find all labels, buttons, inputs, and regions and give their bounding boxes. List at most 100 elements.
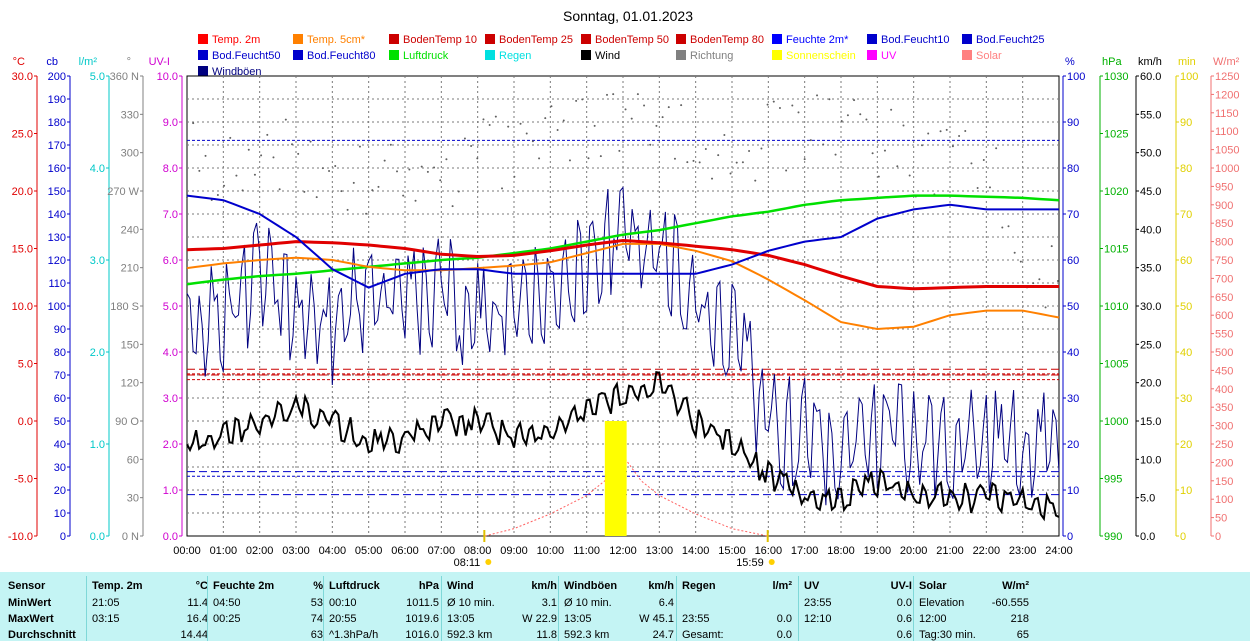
direction-dot [612, 93, 615, 96]
stats-column-divider [913, 576, 914, 641]
direction-dot [921, 144, 924, 147]
direction-dot [402, 194, 405, 197]
direction-dot [531, 140, 534, 143]
axis-tick-label: 10.0 [157, 71, 178, 83]
x-tick-label: 21:00 [936, 545, 964, 557]
stats-min-value: 11.4 [187, 597, 208, 609]
stats-max-time: 00:25 [213, 613, 241, 625]
direction-dot [1032, 282, 1035, 285]
x-tick-label: 01:00 [210, 545, 238, 557]
x-tick-label: 06:00 [391, 545, 419, 557]
axis-tick-label: 5.0 [18, 359, 33, 371]
direction-dot [828, 98, 831, 101]
axis-tick-label: 100 [1180, 71, 1198, 83]
axis-tick-label: 750 [1215, 255, 1233, 267]
axis-tick-label: 50 [1180, 301, 1192, 313]
legend-label: Regen [499, 50, 531, 62]
stats-column-divider [798, 576, 799, 641]
direction-dot [414, 199, 417, 202]
stats-max-value: 218 [1010, 613, 1029, 625]
direction-dot [241, 189, 244, 192]
direction-dot [358, 145, 361, 148]
axis-tick-label: 1.0 [163, 485, 178, 497]
x-tick-label: 02:00 [246, 545, 274, 557]
stats-avg-value: 11.8 [536, 629, 557, 641]
axis-tick-label: 25.0 [12, 129, 33, 141]
direction-dot [809, 139, 812, 142]
axis-tick-label: 45.0 [1140, 186, 1161, 198]
x-tick-label: 08:00 [464, 545, 492, 557]
axis-tick-label: 350 [1215, 402, 1233, 414]
stats-column-divider [558, 576, 559, 641]
stats-header: Regen [682, 580, 716, 592]
direction-dot [890, 108, 893, 111]
legend-swatch [772, 34, 782, 44]
direction-dot [575, 99, 578, 102]
x-axis: 00:00 01:00 02:00 03:00 04:00 05:00 06:00 07:00… [173, 530, 1073, 569]
stats-header: Solar [919, 580, 947, 592]
direction-dot [562, 119, 565, 122]
direction-dot [581, 98, 584, 101]
stats-max-value: W 22.9 [522, 613, 557, 625]
axis-tick-label: 550 [1215, 329, 1233, 341]
axis-unit: °C [13, 56, 25, 68]
direction-dot [748, 150, 751, 153]
stats-header: UV [804, 580, 820, 592]
axis-tick-label: 30 [1180, 393, 1192, 405]
legend-label: Sonnenschein [786, 50, 856, 62]
axis-tick-label: 330 [121, 109, 139, 121]
direction-dot [519, 122, 522, 125]
direction-dot [556, 129, 559, 132]
axis-unit-labels: °C cb l/m² ° UV-I% hPa km/h min W/m² [13, 56, 1240, 68]
direction-dot [482, 118, 485, 121]
legend-swatch [198, 66, 208, 76]
axis-tick-label: 800 [1215, 237, 1233, 249]
legend-label: Temp. 2m [212, 34, 260, 46]
direction-dot [606, 93, 609, 96]
direction-dot [877, 175, 880, 178]
axis-tick-label: 990 [1104, 531, 1122, 543]
axis-tick-label: 40 [54, 439, 66, 451]
stats-avg-value: 14.44 [180, 629, 208, 641]
legend-swatch [962, 50, 972, 60]
stats-max-time: 13:05 [564, 613, 592, 625]
axis-unit: UV-I [149, 56, 170, 68]
direction-dot [303, 190, 306, 193]
direction-dot [494, 115, 497, 118]
axis-tick-label: 1.0 [90, 439, 105, 451]
stats-min-time: 04:50 [213, 597, 241, 609]
legend-swatch [293, 50, 303, 60]
stats-row-label: MaxWert [8, 613, 54, 625]
direction-dot [488, 123, 491, 126]
direction-dot [976, 187, 979, 190]
axis-tick-label: 4.0 [90, 163, 105, 175]
direction-dot [908, 174, 911, 177]
axis-tick-label: 1030 [1104, 71, 1128, 83]
stats-header-unit: UV-I [890, 580, 912, 592]
stats-max-time: 03:15 [92, 613, 120, 625]
direction-dot [778, 107, 781, 110]
axis-tick-label: 50 [54, 416, 66, 428]
direction-dot [352, 181, 355, 184]
axis-tick-label: 60 [1180, 255, 1192, 267]
stats-min-value: -60.555 [991, 597, 1029, 609]
axis-tick-label: 15.0 [1140, 416, 1161, 428]
axis-tick-label: 0 [1180, 531, 1186, 543]
series-temp-2m [186, 238, 1059, 291]
direction-dot [704, 148, 707, 151]
axis-tick-label: 8.0 [163, 163, 178, 175]
axis-tick-label: 0.0 [90, 531, 105, 543]
stats-column-divider [323, 576, 324, 641]
axis-tick-label: 60 [127, 454, 139, 466]
x-tick-label: 00:00 [173, 545, 201, 557]
direction-dot [618, 149, 621, 152]
axis-tick-label: 10 [1180, 485, 1192, 497]
direction-dot [655, 124, 658, 127]
direction-dot [859, 113, 862, 116]
direction-dot [186, 196, 188, 199]
axis-tick-label: 0 [1067, 531, 1073, 543]
x-tick-label: 11:00 [573, 545, 600, 557]
axis-unit: cb [46, 56, 58, 68]
axis-tick-label: 60 [54, 393, 66, 405]
axis-tick-label: 2.0 [163, 439, 178, 451]
